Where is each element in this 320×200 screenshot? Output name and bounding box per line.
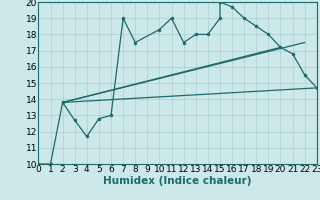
X-axis label: Humidex (Indice chaleur): Humidex (Indice chaleur) xyxy=(103,176,252,186)
